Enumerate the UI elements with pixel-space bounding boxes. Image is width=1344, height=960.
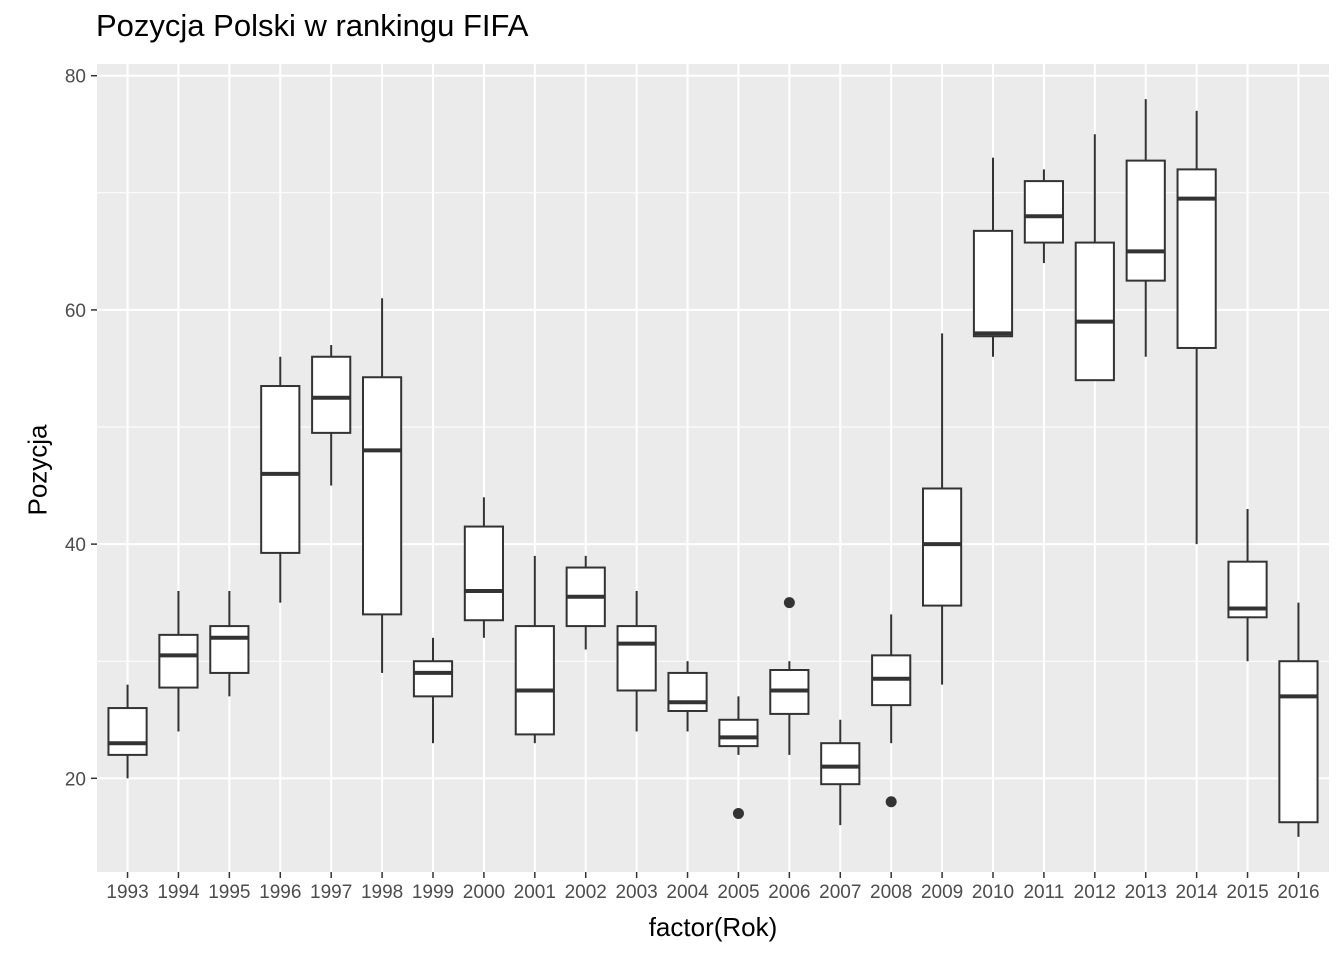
box-2014	[1176, 168, 1217, 349]
x-tick-label: 2004	[666, 882, 709, 903]
x-tick-label: 1999	[412, 882, 454, 903]
box-2011	[1023, 180, 1065, 244]
y-tick-label: 80	[65, 67, 86, 88]
box-1996	[260, 385, 301, 554]
box-1993	[107, 707, 148, 756]
box-1999	[412, 660, 454, 698]
box-2009	[922, 487, 963, 607]
x-tick-label: 2015	[1226, 882, 1268, 903]
box-1998	[362, 376, 403, 616]
x-tick-label: 2002	[565, 882, 607, 903]
x-axis-label: factor(Rok)	[648, 912, 778, 942]
x-tick-label: 2010	[972, 882, 1014, 903]
x-tick-label: 2005	[717, 882, 759, 903]
x-tick-label: 2013	[1125, 882, 1167, 903]
x-tick-label: 1996	[259, 882, 301, 903]
x-tick-label: 2008	[870, 882, 912, 903]
x-tick-label: 2009	[921, 882, 963, 903]
y-tick-label: 20	[65, 769, 86, 790]
box-2005	[718, 718, 759, 748]
x-tick-label: 2012	[1074, 882, 1116, 903]
outlier-point	[783, 597, 795, 609]
box-1997	[311, 355, 352, 434]
box-2004	[667, 671, 708, 712]
x-tick-label: 1994	[157, 882, 200, 903]
x-tick-label: 2011	[1023, 882, 1064, 903]
x-tick-label: 2014	[1175, 882, 1218, 903]
box-2010	[972, 229, 1014, 338]
box-2000	[463, 525, 504, 622]
plot-panel	[97, 64, 1329, 872]
x-tick-label: 2006	[768, 882, 810, 903]
outlier-point	[885, 796, 897, 808]
box-2007	[820, 742, 861, 786]
chart-title: Pozycja Polski w rankingu FIFA	[96, 8, 529, 43]
y-tick-label: 60	[65, 301, 86, 322]
box-2001	[514, 625, 555, 736]
x-tick-label: 1995	[208, 882, 250, 903]
x-tick-label: 2000	[463, 882, 505, 903]
box-2012	[1074, 241, 1115, 382]
box-2013	[1125, 159, 1166, 282]
x-tick-label: 2007	[819, 882, 861, 903]
x-tick-label: 2001	[514, 882, 556, 903]
x-tick-label: 1997	[310, 882, 352, 903]
x-tick-label: 1998	[361, 882, 403, 903]
y-tick-label: 40	[65, 535, 86, 556]
box-2003	[616, 625, 657, 692]
x-tick-label: 2016	[1277, 882, 1319, 903]
box-1994	[158, 633, 199, 689]
x-tick-label: 2003	[615, 882, 657, 903]
outlier-point	[732, 807, 744, 819]
box-2016	[1278, 660, 1319, 824]
x-tick-label: 1993	[106, 882, 148, 903]
box-1995	[209, 625, 250, 674]
